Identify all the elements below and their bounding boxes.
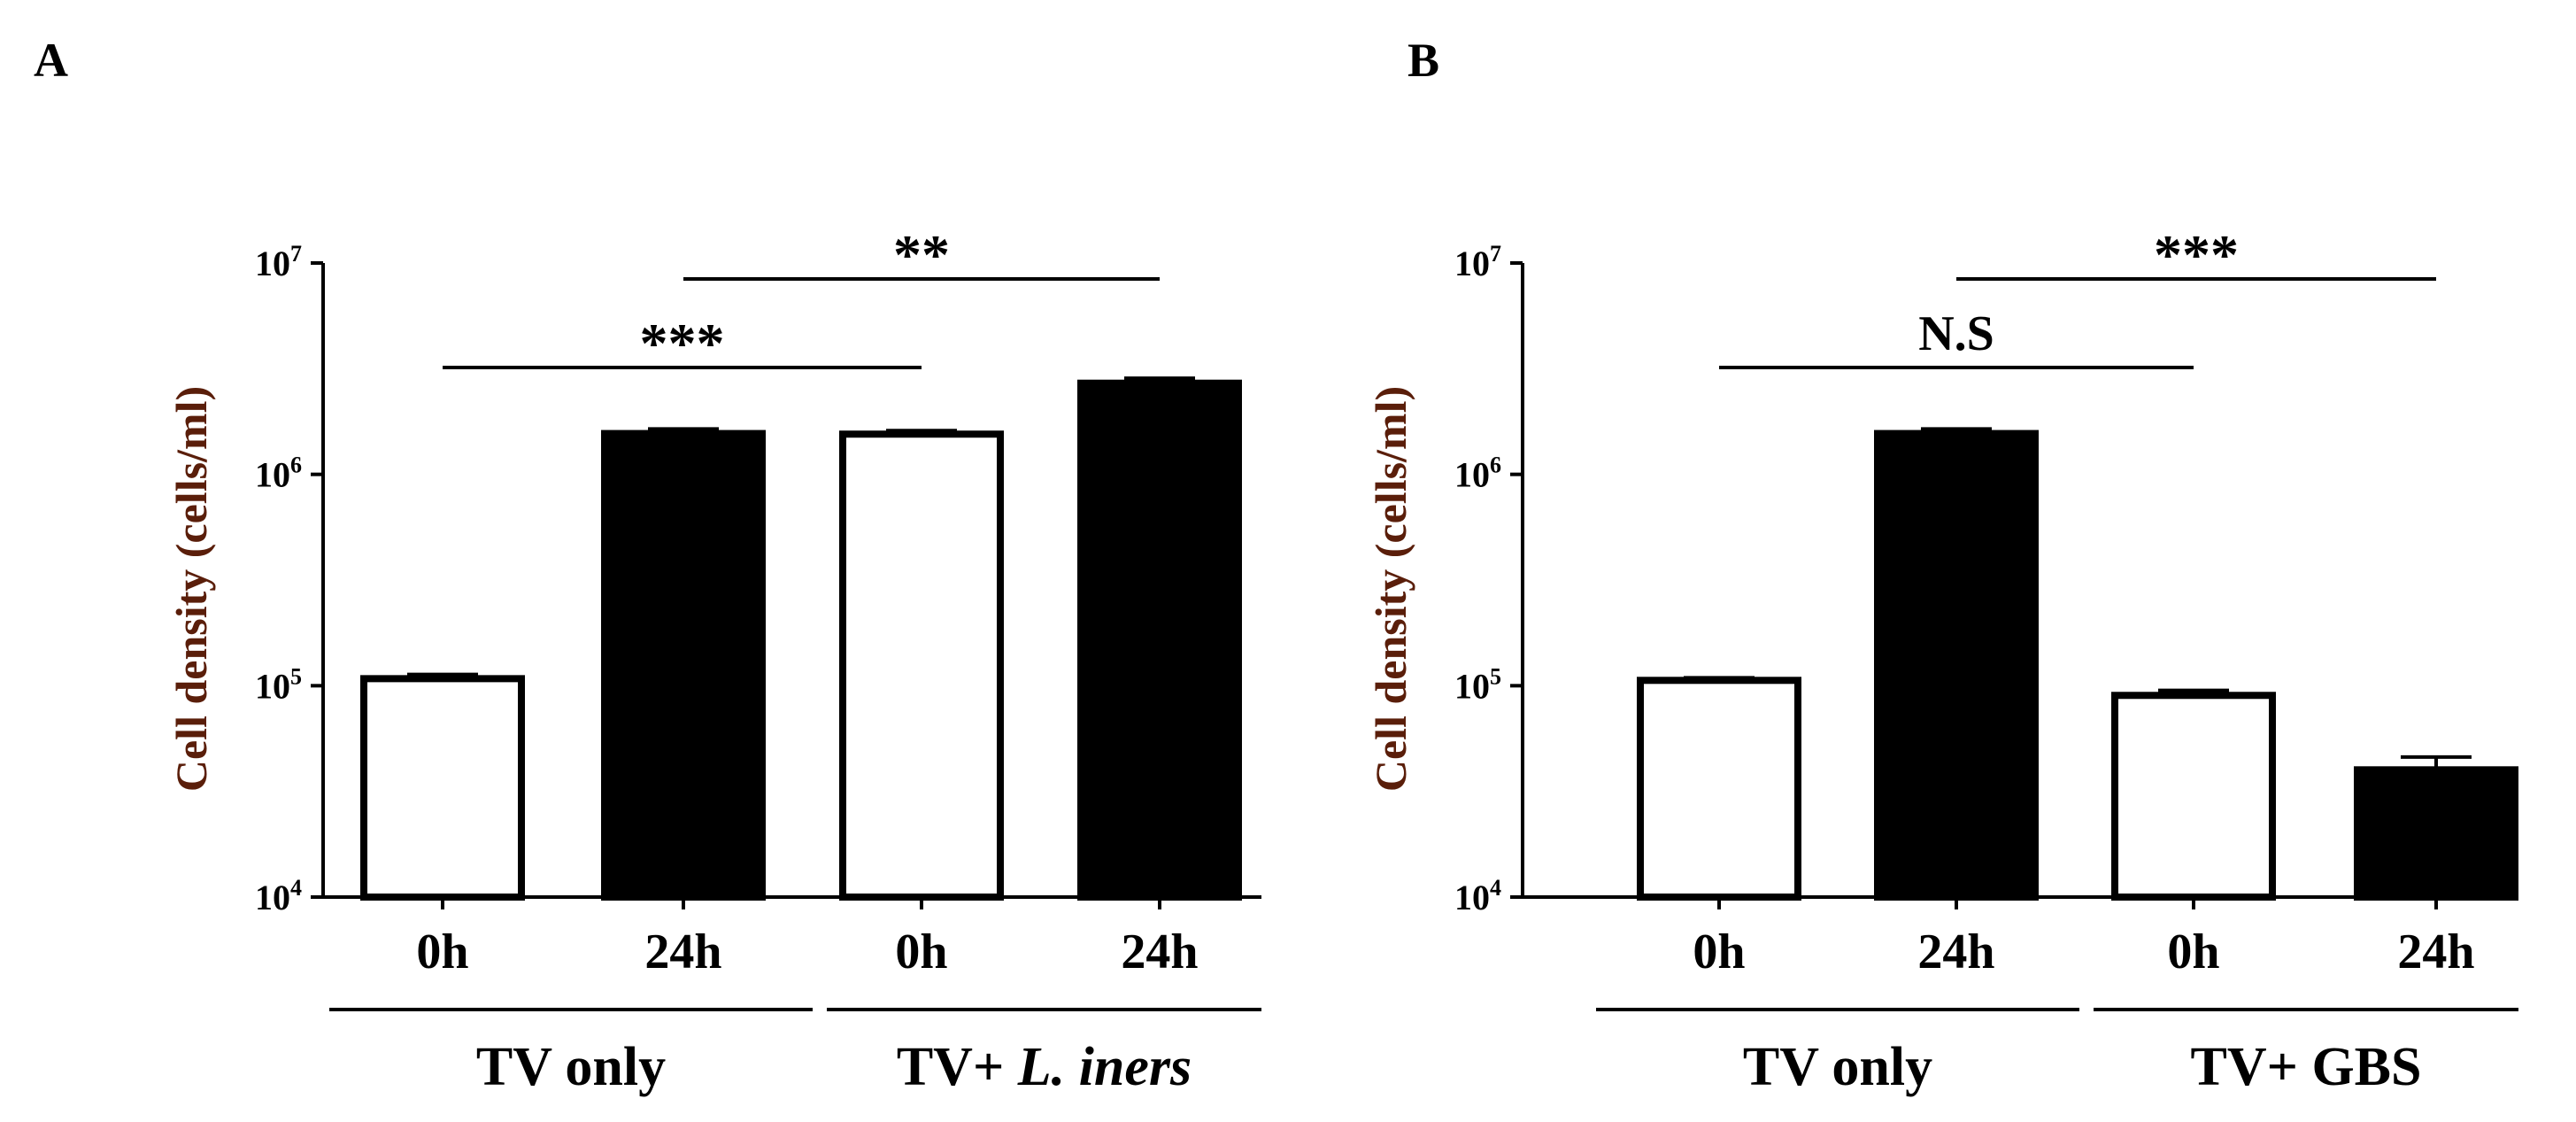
- panel-a: A Cell density (cells/ml) 104 105 106 107 0h 24…: [34, 34, 1261, 1097]
- panel-label: A: [34, 34, 68, 87]
- y-tick-label: 106: [1454, 453, 1501, 495]
- bar: [839, 430, 1004, 901]
- x-tick-label: 24h: [2397, 925, 2474, 979]
- bar: [2354, 766, 2518, 901]
- significance-label: **: [893, 223, 950, 286]
- x-tick-label: 24h: [644, 925, 721, 979]
- y-tick-label: 105: [255, 663, 302, 706]
- bar: [1874, 429, 2039, 901]
- bar: [360, 675, 525, 901]
- y-axis-label: Cell density (cells/ml): [166, 386, 216, 792]
- bar: [601, 429, 766, 901]
- y-tick-label: 104: [1454, 875, 1501, 917]
- bar: [2111, 692, 2276, 901]
- group-label: TV+ L. iners: [897, 1037, 1192, 1097]
- x-tick-label: 0h: [416, 925, 468, 979]
- group-label: TV+ GBS: [2190, 1037, 2421, 1097]
- y-tick-label: 105: [1454, 663, 1501, 706]
- group-label: TV only: [1743, 1037, 1932, 1097]
- x-tick-label: 24h: [1917, 925, 1994, 979]
- significance-label: N.S: [1918, 306, 1994, 361]
- group-label: TV only: [476, 1037, 666, 1097]
- significance-label: ***: [640, 312, 725, 375]
- y-tick-label: 104: [255, 875, 302, 917]
- x-tick-label: 0h: [895, 925, 947, 979]
- panel-label: B: [1408, 34, 1439, 87]
- x-tick-label: 24h: [1121, 925, 1198, 979]
- y-tick-label: 106: [255, 453, 302, 495]
- bar: [1637, 677, 1801, 901]
- y-tick-label: 107: [1454, 241, 1501, 283]
- x-tick-label: 0h: [1693, 925, 1745, 979]
- y-axis-label: Cell density (cells/ml): [1366, 386, 1415, 792]
- panel-b: B Cell density (cells/ml) 104 105 106 107 0h 24…: [1366, 34, 2518, 1097]
- y-tick-label: 107: [255, 241, 302, 283]
- significance-label: ***: [2154, 223, 2239, 286]
- x-tick-label: 0h: [2167, 925, 2219, 979]
- bar: [1077, 379, 1242, 901]
